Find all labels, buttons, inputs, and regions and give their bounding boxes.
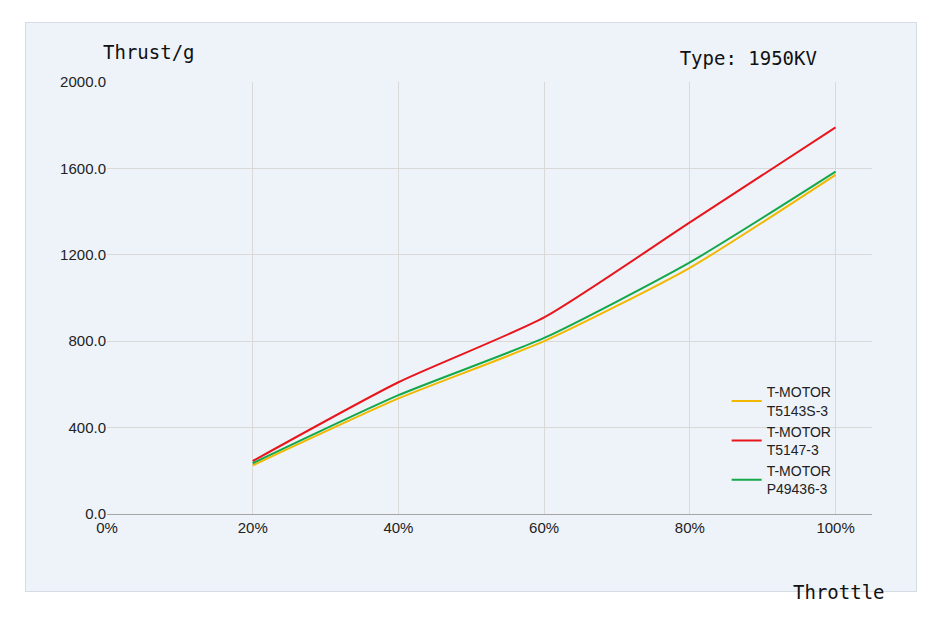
svg-text:Type: 1950KV: Type: 1950KV [680,47,817,69]
svg-text:2000.0: 2000.0 [60,73,106,90]
svg-text:40%: 40% [383,519,413,536]
svg-text:400.0: 400.0 [68,419,106,436]
svg-text:T-MOTORT5143S-3: T-MOTORT5143S-3 [767,384,831,418]
svg-text:T-MOTORP49436-3: T-MOTORP49436-3 [767,463,831,497]
svg-text:80%: 80% [675,519,705,536]
svg-text:Thrust/g: Thrust/g [103,41,195,63]
svg-text:Throttle: Throttle [793,581,885,603]
svg-text:800.0: 800.0 [68,332,106,349]
svg-text:1600.0: 1600.0 [60,160,106,177]
svg-text:T-MOTORT5147-3: T-MOTORT5147-3 [767,424,831,458]
svg-text:0.0: 0.0 [85,505,106,522]
svg-text:1200.0: 1200.0 [60,246,106,263]
svg-text:0%: 0% [96,519,118,536]
svg-text:60%: 60% [529,519,559,536]
svg-text:100%: 100% [816,519,854,536]
svg-text:20%: 20% [238,519,268,536]
